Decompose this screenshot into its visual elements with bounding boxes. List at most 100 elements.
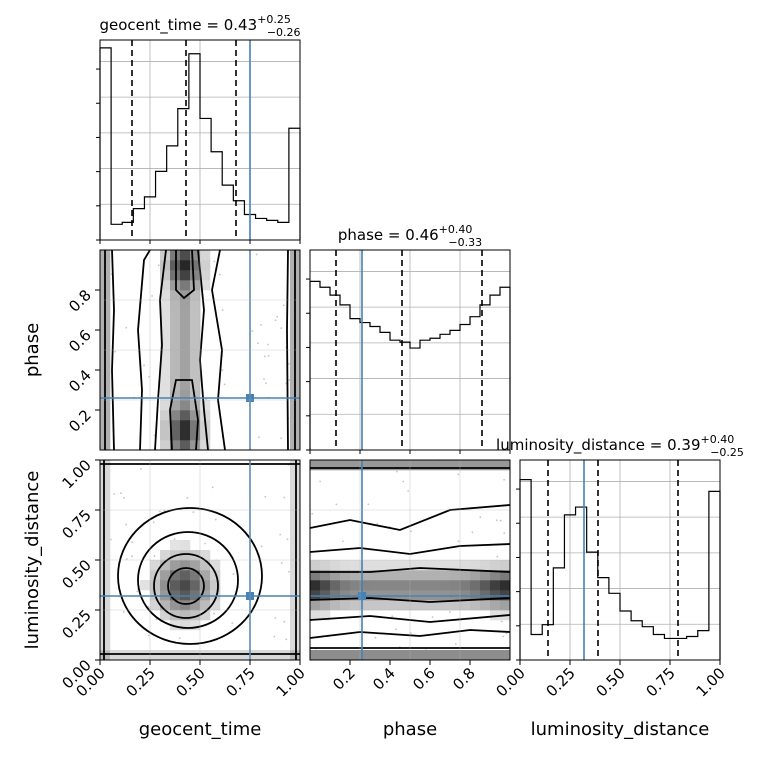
density-cell bbox=[410, 590, 421, 601]
density-cell bbox=[100, 530, 111, 541]
scatter-point bbox=[178, 637, 181, 640]
density-cell bbox=[330, 580, 341, 591]
scatter-point bbox=[431, 616, 434, 618]
x-tick-label: 0.25 bbox=[122, 664, 158, 700]
density-cell bbox=[440, 590, 451, 601]
scatter-point bbox=[260, 545, 263, 548]
density-cell bbox=[170, 290, 181, 301]
density-cell bbox=[310, 600, 321, 611]
density-cell bbox=[450, 570, 461, 581]
density-cell bbox=[220, 650, 231, 661]
density-cell bbox=[180, 580, 191, 591]
density-cell bbox=[400, 590, 411, 601]
scatter-point bbox=[274, 617, 277, 619]
density-cell bbox=[450, 600, 461, 611]
truth-marker bbox=[358, 592, 366, 600]
scatter-point bbox=[286, 538, 289, 541]
density-cell bbox=[150, 600, 161, 611]
density-cell bbox=[390, 460, 401, 471]
density-cell bbox=[370, 590, 381, 601]
density-cell bbox=[160, 300, 171, 311]
contour-line bbox=[169, 379, 199, 451]
density-cell bbox=[340, 570, 351, 581]
scatter-point bbox=[288, 379, 291, 382]
density-cell bbox=[460, 570, 471, 581]
density-cell bbox=[180, 290, 191, 301]
scatter-point bbox=[502, 635, 504, 638]
density-cell bbox=[310, 590, 321, 601]
scatter-point bbox=[495, 519, 498, 522]
density-cell bbox=[460, 560, 471, 571]
scatter-point bbox=[267, 354, 270, 357]
density-cell bbox=[170, 570, 181, 581]
density-cell bbox=[350, 560, 361, 571]
density-cell bbox=[460, 590, 471, 601]
scatter-point bbox=[186, 497, 189, 499]
density-cell bbox=[170, 560, 181, 571]
scatter-point bbox=[125, 523, 128, 526]
density-cell bbox=[390, 560, 401, 571]
density-cell bbox=[200, 280, 211, 291]
scatter-point bbox=[479, 516, 482, 519]
density-cell bbox=[180, 360, 191, 371]
density-cell bbox=[320, 560, 331, 571]
density-cell bbox=[330, 570, 341, 581]
density-cell bbox=[210, 580, 221, 591]
density-cell bbox=[160, 260, 171, 271]
scatter-point bbox=[311, 512, 314, 515]
contour-line bbox=[309, 629, 511, 639]
density-cell bbox=[180, 330, 191, 341]
scatter-point bbox=[457, 540, 460, 543]
density-cell bbox=[420, 600, 431, 611]
scatter-point bbox=[232, 573, 235, 576]
density-cell bbox=[410, 460, 421, 471]
scatter-point bbox=[255, 253, 258, 256]
density-cell bbox=[180, 430, 191, 441]
density-cell bbox=[480, 600, 491, 611]
density-cell bbox=[180, 350, 191, 361]
density-cell bbox=[170, 610, 181, 621]
density-cell bbox=[440, 570, 451, 581]
density-cell bbox=[180, 280, 191, 291]
density-cell bbox=[170, 370, 181, 381]
scatter-point bbox=[285, 638, 288, 641]
density-cell bbox=[500, 650, 511, 661]
contour-line bbox=[309, 614, 511, 623]
density-cell bbox=[310, 650, 321, 661]
density-cell bbox=[180, 400, 191, 411]
density-cell bbox=[250, 650, 261, 661]
density-cell bbox=[160, 290, 171, 301]
scatter-point bbox=[395, 628, 397, 631]
density-cell bbox=[320, 590, 331, 601]
contour-line bbox=[286, 249, 289, 451]
density-cell bbox=[170, 540, 181, 551]
density-cell bbox=[180, 300, 191, 311]
density-cell bbox=[160, 610, 171, 621]
density-cell bbox=[340, 460, 351, 471]
density-cell bbox=[310, 610, 321, 621]
contour-line bbox=[153, 553, 219, 619]
density-cell bbox=[160, 570, 171, 581]
density-cell bbox=[170, 580, 181, 591]
density-cell bbox=[420, 570, 431, 581]
density-cell bbox=[320, 610, 331, 621]
density-cell bbox=[460, 580, 471, 591]
density-cell bbox=[100, 550, 111, 561]
scatter-point bbox=[136, 590, 139, 593]
scatter-point bbox=[279, 533, 282, 536]
scatter-point bbox=[223, 383, 226, 386]
density-cell bbox=[100, 520, 111, 531]
density-cell bbox=[430, 580, 441, 591]
density-cell bbox=[420, 650, 431, 661]
density-cell bbox=[350, 590, 361, 601]
contour-line bbox=[111, 249, 115, 451]
density-cell bbox=[190, 260, 201, 271]
density-cell bbox=[370, 580, 381, 591]
density-cell bbox=[210, 590, 221, 601]
density-cell bbox=[150, 580, 161, 591]
density-cell bbox=[200, 610, 211, 621]
density-cell bbox=[370, 560, 381, 571]
density-cell bbox=[190, 370, 201, 381]
density-cell bbox=[340, 600, 351, 611]
scatter-point bbox=[221, 369, 224, 372]
